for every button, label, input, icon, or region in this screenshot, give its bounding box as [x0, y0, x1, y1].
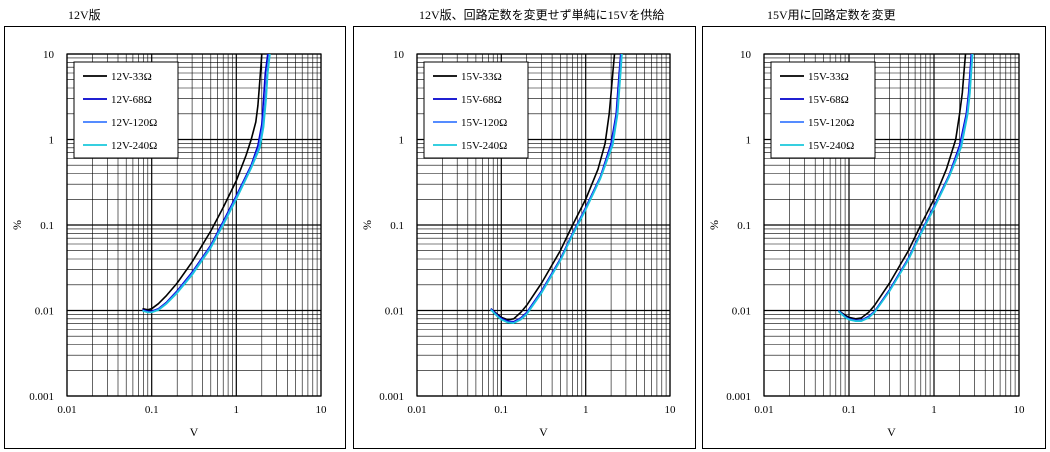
x-tick-label: 1	[931, 404, 937, 416]
legend: 15V-33Ω 15V-68Ω 15V-120Ω 15V-240Ω	[770, 61, 876, 159]
x-axis-label: V	[190, 425, 199, 439]
x-axis-label: V	[539, 425, 548, 439]
series-line	[490, 54, 623, 325]
chart-frame	[702, 26, 1046, 449]
y-tick-label: 1	[49, 135, 55, 147]
x-tick-label: 0.1	[145, 404, 159, 416]
plot-area	[66, 53, 322, 397]
chart-title: 12V版	[68, 8, 101, 22]
series-line	[142, 54, 271, 314]
y-axis-label: %	[360, 220, 374, 230]
plot-area	[763, 53, 1020, 397]
legend-box	[423, 61, 529, 159]
y-tick-label: 0.1	[390, 220, 404, 232]
chart-frame	[353, 26, 696, 449]
x-tick-label: 1	[583, 404, 589, 416]
chart-panel-3: 0.01 0.1 1 100.0010.010.1110V%15V-33Ω15V-68…	[702, 26, 1046, 449]
series-line	[837, 54, 974, 323]
legend-box	[770, 61, 876, 159]
x-tick-label: 0.1	[494, 404, 508, 416]
y-tick-label: 0.001	[726, 391, 751, 403]
series-line	[490, 54, 616, 321]
x-tick-label: 0.1	[842, 404, 856, 416]
y-tick-label: 10	[43, 49, 55, 61]
legend-entry: 15V-120Ω	[808, 117, 854, 129]
series-group	[837, 54, 974, 323]
y-axis-label: %	[10, 220, 24, 230]
x-tick-label: 1	[234, 404, 240, 416]
chart-panel-2: 0.01 0.1 1 100.0010.010.1110V%15V-33Ω15V-68…	[353, 26, 696, 449]
x-tick-label: 10	[1014, 404, 1026, 416]
series-group	[142, 54, 271, 314]
chart-frame	[4, 26, 346, 449]
y-tick-label: 1	[399, 135, 405, 147]
y-tick-label: 0.1	[737, 220, 751, 232]
y-axis-label: %	[707, 220, 721, 230]
y-tick-label: 10	[740, 49, 752, 61]
chart-title: 12V版、回路定数を変更せず単純に15Vを供給	[419, 8, 665, 22]
legend-entry: 12V-33Ω	[111, 71, 152, 83]
y-tick-label: 0.01	[385, 306, 404, 318]
legend-entry: 15V-240Ω	[461, 140, 507, 152]
legend-entry: 15V-120Ω	[461, 117, 507, 129]
y-tick-label: 0.001	[29, 391, 54, 403]
series-group	[490, 54, 623, 325]
y-tick-label: 0.1	[40, 220, 54, 232]
legend: 12V-33Ω 12V-68Ω 12V-120Ω 12V-240Ω	[73, 61, 179, 159]
legend-entry: 15V-33Ω	[461, 71, 502, 83]
plot-area	[416, 53, 671, 397]
y-tick-label: 1	[746, 135, 752, 147]
chart-title: 15V用に回路定数を変更	[767, 8, 896, 22]
legend-entry: 15V-68Ω	[461, 94, 502, 106]
legend-box	[73, 61, 179, 159]
x-tick-label: 0.01	[407, 404, 426, 416]
x-tick-label: 0.01	[754, 404, 773, 416]
y-tick-label: 10	[393, 49, 405, 61]
chart-panel-1: 0.01 0.1 1 100.0010.010.1110V%12V-33Ω12V-68…	[4, 26, 346, 449]
y-tick-label: 0.01	[35, 306, 54, 318]
legend-entry: 12V-120Ω	[111, 117, 157, 129]
series-line	[142, 54, 263, 311]
legend-entry: 12V-240Ω	[111, 140, 157, 152]
legend: 15V-33Ω 15V-68Ω 15V-120Ω 15V-240Ω	[423, 61, 529, 159]
x-tick-label: 10	[665, 404, 677, 416]
legend-entry: 15V-33Ω	[808, 71, 849, 83]
legend-entry: 15V-68Ω	[808, 94, 849, 106]
series-line	[837, 54, 967, 320]
legend-entry: 15V-240Ω	[808, 140, 854, 152]
x-tick-label: 10	[316, 404, 328, 416]
x-tick-label: 0.01	[57, 404, 76, 416]
y-tick-label: 0.01	[732, 306, 751, 318]
y-tick-label: 0.001	[379, 391, 404, 403]
x-axis-label: V	[887, 425, 896, 439]
legend-entry: 12V-68Ω	[111, 94, 152, 106]
